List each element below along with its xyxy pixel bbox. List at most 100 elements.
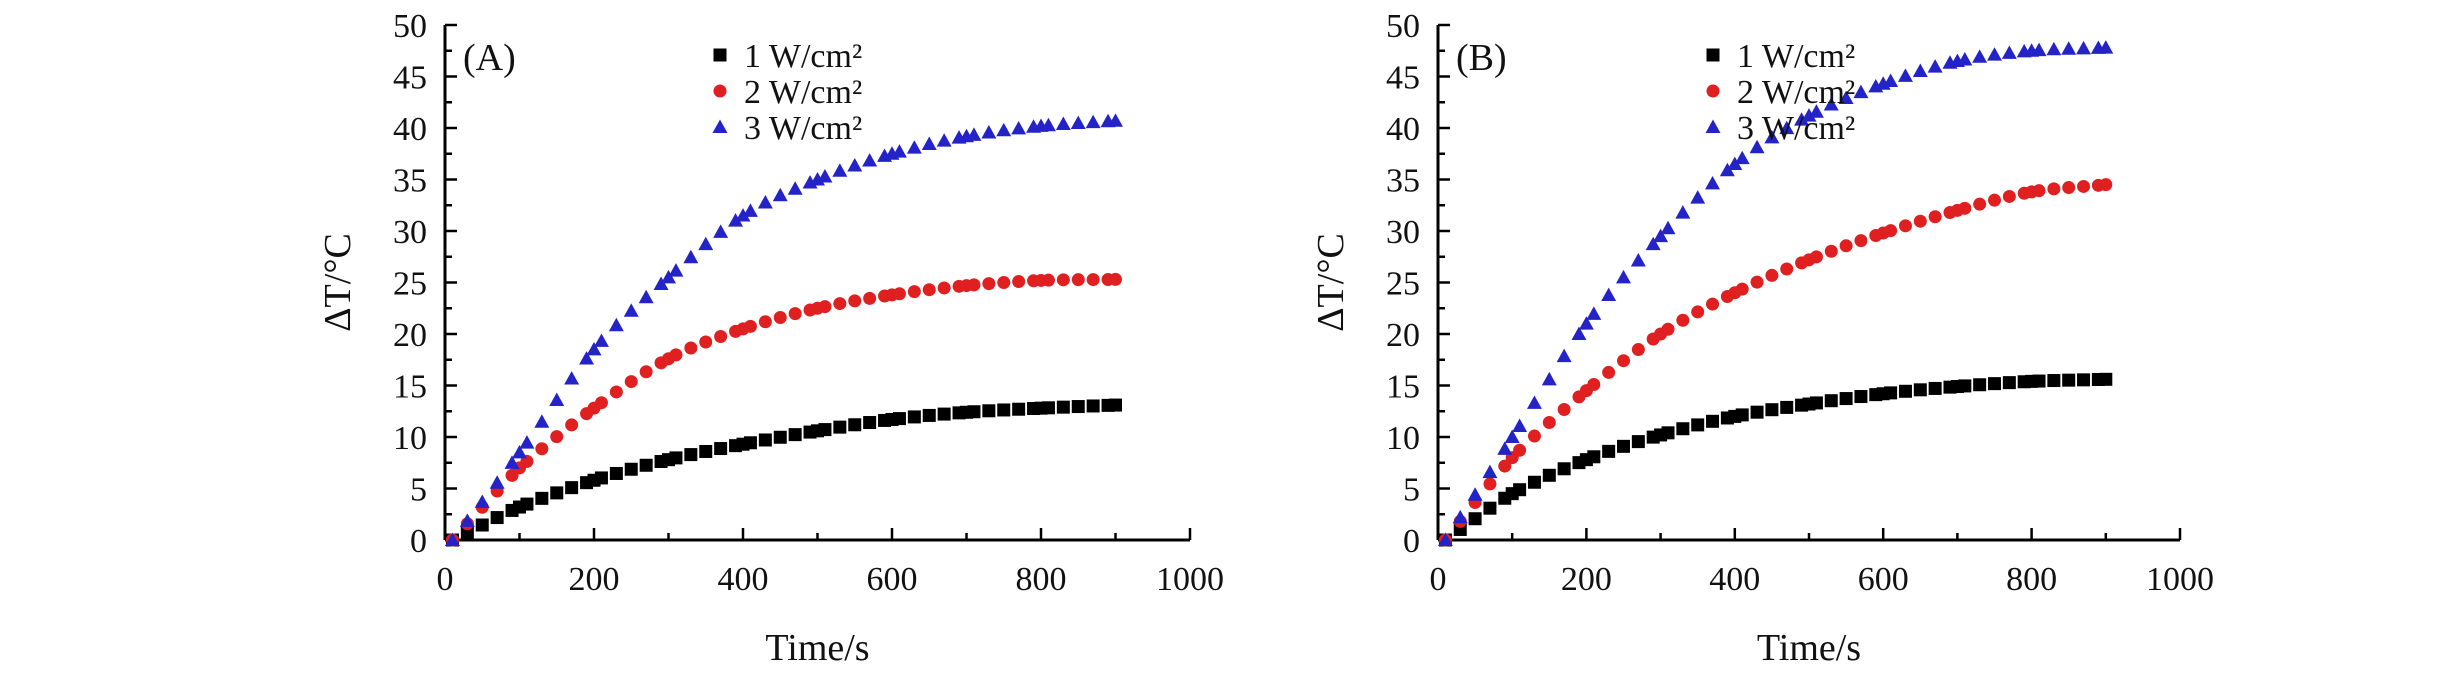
data-point-interp [1055, 116, 1071, 130]
data-point-interp [669, 451, 683, 465]
data-point-interp [683, 249, 699, 264]
data-point-interp [1542, 468, 1556, 482]
data-point-interp [936, 133, 952, 147]
data-point-interp [1572, 456, 1586, 470]
data-point-interp [1928, 210, 1942, 224]
legend-entry: 1 W/cm² [1706, 38, 1855, 75]
data-point-interp [728, 213, 744, 227]
data-point-interp [1958, 379, 1972, 393]
data-point-interp [921, 136, 937, 151]
data-point-interp [729, 439, 743, 453]
data-point-interp [624, 462, 638, 476]
data-point-interp [505, 503, 519, 517]
data-point-interp [1631, 435, 1645, 449]
data-point-interp [2017, 186, 2031, 200]
data-point-interp [1795, 256, 1809, 270]
data-point-interp [1631, 343, 1645, 357]
data-point-interp [1823, 97, 1839, 111]
data-point-interp [1482, 464, 1498, 479]
data-point-interp [1824, 244, 1838, 258]
data-point-interp [1987, 47, 2002, 61]
data-point [1801, 108, 1817, 122]
data-point-interp [848, 294, 862, 308]
x-tick-label: 400 [718, 561, 769, 598]
data-point-interp [788, 428, 802, 442]
data-point-interp [1765, 268, 1779, 282]
y-tick-label: 30 [1386, 214, 1420, 251]
x-tick-label: 0 [1430, 561, 1447, 598]
y-axis-title: ΔT/°C [317, 233, 359, 332]
data-point-interp [1101, 398, 1115, 412]
data-point-interp [1071, 400, 1085, 414]
y-tick-label: 10 [393, 420, 427, 457]
data-point-interp [743, 319, 757, 333]
data-point-interp [1927, 59, 1943, 73]
data-point-interp [1869, 229, 1883, 243]
data-point-interp [699, 335, 713, 349]
data-point-interp [1026, 119, 1042, 133]
data-point-interp [1483, 501, 1497, 515]
data-point-interp [2091, 373, 2105, 387]
data-point-interp [550, 430, 564, 444]
data-point-interp [1706, 297, 1720, 311]
data-point-interp [847, 157, 863, 172]
data-point-interp [1764, 129, 1780, 144]
data-point-interp [1913, 214, 1927, 228]
data-point-interp [1616, 269, 1631, 284]
data-point-interp [2016, 43, 2032, 58]
data-point-interp [1498, 459, 1512, 473]
legend-label: 3 W/cm² [744, 110, 862, 147]
data-point-interp [1839, 239, 1853, 253]
legend-label: 1 W/cm² [744, 38, 862, 75]
data-point-interp [1943, 205, 1957, 219]
data-point-interp [519, 435, 535, 449]
data-point-interp [997, 403, 1011, 417]
data-point-interp [1556, 348, 1572, 363]
data-point-interp [1928, 381, 1942, 395]
data-point-interp [1512, 418, 1528, 432]
data-point-interp [2032, 374, 2046, 388]
data-point-interp [863, 416, 877, 430]
data-point-interp [833, 297, 847, 311]
legend-marker [1706, 84, 1720, 98]
data-point-interp [565, 481, 579, 495]
x-tick-label: 0 [437, 561, 454, 598]
data-point-interp [1853, 84, 1869, 99]
data-point-interp [684, 341, 698, 355]
data-point-interp [684, 448, 698, 462]
data-point-interp [878, 413, 892, 427]
data-point-interp [654, 356, 668, 370]
y-tick-label: 45 [393, 60, 427, 97]
data-point-interp [1943, 380, 1957, 394]
legend-marker [713, 48, 727, 62]
data-point-interp [1056, 273, 1070, 287]
data-point-interp [1040, 117, 1056, 132]
data-point-interp [758, 433, 772, 447]
data-point-interp [1691, 305, 1705, 319]
data-point-interp [1750, 275, 1764, 289]
data-point-interp [1750, 405, 1764, 419]
y-tick-label: 35 [393, 163, 427, 200]
data-point-interp [2077, 179, 2091, 193]
data-point-interp [982, 277, 996, 291]
data-point-interp [877, 148, 893, 162]
data-point-interp [2062, 373, 2076, 387]
data-point [1504, 429, 1520, 443]
y-axis-title: ΔT/°C [1310, 233, 1352, 332]
x-tick-label: 200 [1561, 561, 1612, 598]
data-point-interp [1913, 383, 1927, 397]
data-point-interp [729, 324, 743, 338]
data-point-interp [966, 127, 982, 141]
data-point-interp [639, 458, 653, 472]
data-point-interp [1027, 274, 1041, 288]
data-point [1653, 228, 1669, 243]
data-point-interp [1586, 306, 1602, 320]
data-point-interp [1735, 408, 1749, 422]
data-point-interp [1988, 377, 2001, 391]
data-point-interp [2091, 178, 2105, 192]
data-point-interp [2002, 376, 2016, 390]
data-point-interp [1676, 313, 1690, 327]
data-point-interp [1571, 326, 1587, 341]
data-point-interp [862, 153, 878, 167]
data-point-interp [2090, 40, 2106, 54]
